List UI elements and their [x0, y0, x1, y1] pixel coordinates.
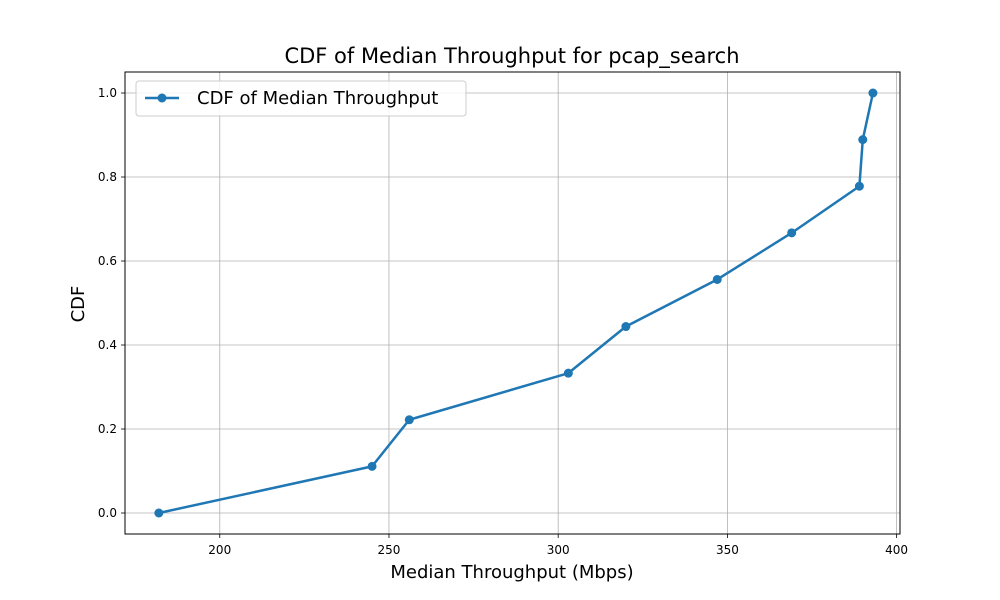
- legend: CDF of Median Throughput: [135, 80, 467, 117]
- data-point: [854, 181, 864, 191]
- x-tick-label: 200: [208, 543, 231, 557]
- plot-frame: [124, 71, 901, 535]
- data-point: [563, 368, 573, 378]
- data-point: [367, 461, 377, 471]
- y-axis-ticks: 0.0 0.2 0.4 0.6 0.8 1.0: [98, 86, 125, 520]
- x-tick-label: 250: [378, 543, 401, 557]
- data-point: [154, 508, 164, 518]
- chart-title: CDF of Median Throughput for pcap_search: [284, 44, 739, 69]
- y-tick-label: 1.0: [98, 86, 117, 100]
- y-tick-label: 0.2: [98, 422, 117, 436]
- y-tick-label: 0.8: [98, 170, 117, 184]
- x-tick-label: 400: [885, 543, 908, 557]
- grid-lines: [125, 72, 900, 534]
- legend-marker-swatch: [157, 93, 167, 103]
- data-point: [858, 135, 868, 145]
- y-tick-label: 0.6: [98, 254, 117, 268]
- data-point: [787, 228, 797, 238]
- x-axis-ticks: 200 250 300 350 400: [208, 534, 908, 557]
- data-point: [621, 322, 631, 332]
- series-layer: [154, 88, 878, 518]
- data-point: [404, 415, 414, 425]
- y-axis-label: CDF: [68, 286, 89, 323]
- series-line: [158, 92, 875, 515]
- data-point: [868, 88, 878, 98]
- x-tick-label: 350: [716, 543, 739, 557]
- y-tick-label: 0.0: [98, 506, 117, 520]
- x-tick-label: 300: [547, 543, 570, 557]
- x-axis-label: Median Throughput (Mbps): [390, 562, 633, 583]
- legend-box: [135, 80, 467, 117]
- y-tick-label: 0.4: [98, 338, 117, 352]
- data-point: [712, 274, 722, 284]
- legend-entry-label: CDF of Median Throughput: [197, 88, 438, 109]
